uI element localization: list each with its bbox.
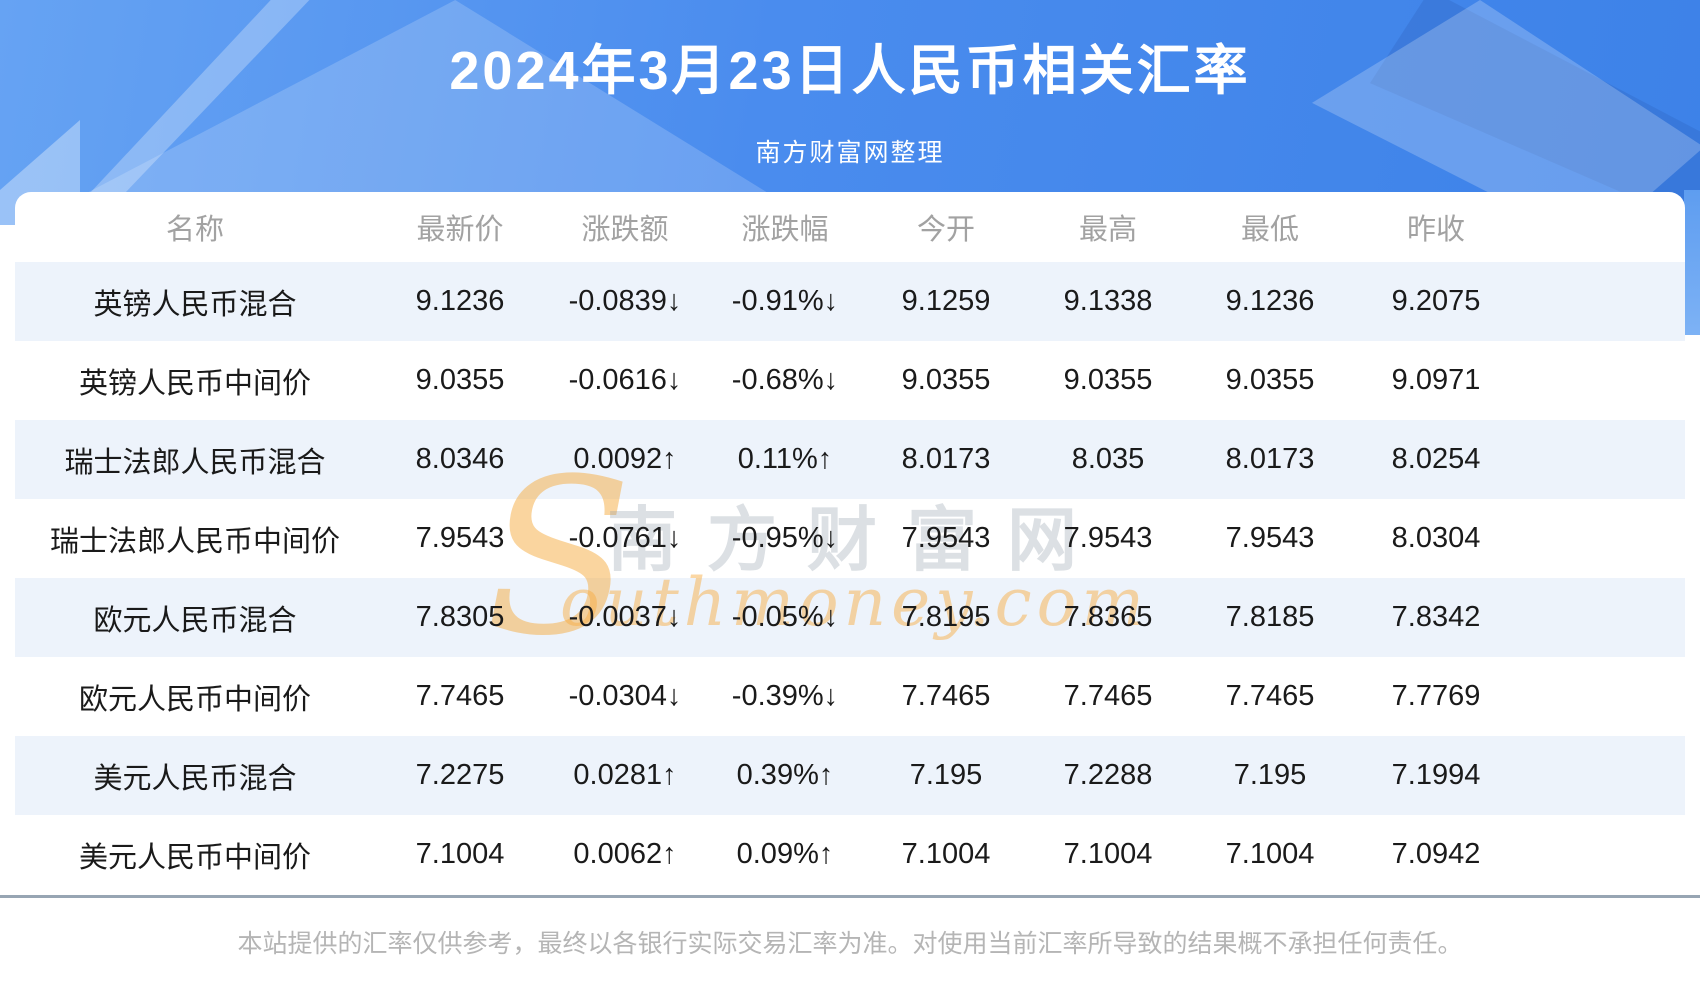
value-cell: 0.0281↑ <box>573 759 677 791</box>
table-row: 英镑人民币中间价 9.0355 -0.0616↓ -0.68%↓ 9.0355 9.035… <box>15 341 1685 420</box>
value-cell: 7.7465 <box>1225 680 1315 712</box>
value-cell: -0.91%↓ <box>731 285 839 317</box>
currency-name: 瑞士法郎人民币混合 <box>64 446 326 479</box>
value-cell: 8.0254 <box>1391 443 1481 475</box>
footer-divider <box>0 895 1700 898</box>
table-row: 欧元人民币中间价 7.7465 -0.0304↓ -0.39%↓ 7.7465 7.746… <box>15 657 1685 736</box>
value-cell: 9.0971 <box>1391 364 1481 396</box>
table-row: 瑞士法郎人民币混合 8.0346 0.0092↑ 0.11%↑ 8.0173 8.035 8… <box>15 420 1685 499</box>
value-cell: -0.39%↓ <box>731 680 839 712</box>
value-cell: 7.2275 <box>415 759 505 791</box>
column-header-7: 昨收 <box>1406 214 1465 246</box>
value-cell: 7.9543 <box>1063 522 1153 554</box>
column-header-1: 最新价 <box>416 214 504 246</box>
value-cell: 9.1236 <box>415 285 505 317</box>
value-cell: 7.1994 <box>1391 759 1481 791</box>
rates-table-card: S 南方财富网 outhmoney.com 名称 最新价 涨跌额 涨跌幅 今开 最高 最低昨… <box>15 192 1685 895</box>
value-cell: 0.39%↑ <box>736 759 834 791</box>
value-cell: 7.9543 <box>901 522 991 554</box>
value-cell: 7.1004 <box>1225 838 1315 870</box>
value-cell: 7.195 <box>1233 759 1307 791</box>
value-cell: 7.8342 <box>1391 601 1481 633</box>
value-cell: 0.0062↑ <box>573 838 677 870</box>
table-row: 瑞士法郎人民币中间价 7.9543 -0.0761↓ -0.95%↓ 7.9543 7.9… <box>15 499 1685 578</box>
currency-name: 美元人民币中间价 <box>78 841 311 874</box>
value-cell: 9.2075 <box>1391 285 1481 317</box>
value-cell: 8.0304 <box>1391 522 1481 554</box>
value-cell: 0.11%↑ <box>737 443 833 475</box>
currency-name: 英镑人民币混合 <box>93 288 297 321</box>
value-cell: 7.9543 <box>1225 522 1315 554</box>
value-cell: 7.1004 <box>901 838 991 870</box>
column-header-6: 最低 <box>1240 214 1299 246</box>
currency-name: 欧元人民币中间价 <box>78 683 311 716</box>
value-cell: -0.0304↓ <box>568 680 682 712</box>
column-header-2: 涨跌额 <box>581 214 669 246</box>
value-cell: 0.09%↑ <box>736 838 834 870</box>
currency-name: 瑞士法郎人民币中间价 <box>49 525 340 558</box>
currency-name: 欧元人民币混合 <box>93 604 297 637</box>
value-cell: 9.1236 <box>1225 285 1315 317</box>
value-cell: 7.7465 <box>901 680 991 712</box>
value-cell: 7.9543 <box>415 522 505 554</box>
value-cell: 7.1004 <box>415 838 505 870</box>
value-cell: 9.0355 <box>1225 364 1315 396</box>
table-row: 美元人民币混合 7.2275 0.0281↑ 0.39%↑ 7.195 7.2288 7.1… <box>15 736 1685 815</box>
value-cell: 0.0092↑ <box>573 443 677 475</box>
disclaimer-text: 本站提供的汇率仅供参考，最终以各银行实际交易汇率为准。对使用当前汇率所导致的结果… <box>237 930 1463 958</box>
currency-name: 英镑人民币中间价 <box>78 367 311 400</box>
column-header-3: 涨跌幅 <box>741 214 829 246</box>
table-row: 美元人民币中间价 7.1004 0.0062↑ 0.09%↑ 7.1004 7.1004 7… <box>15 815 1685 894</box>
value-cell: 8.035 <box>1071 443 1145 475</box>
table-row: 欧元人民币混合 7.8305 -0.0037↓ -0.05%↓ 7.8195 7.8365… <box>15 578 1685 657</box>
table-row: 英镑人民币混合 9.1236 -0.0839↓ -0.91%↓ 9.1259 9.1338… <box>15 262 1685 341</box>
value-cell: 7.0942 <box>1391 838 1481 870</box>
value-cell: 7.2288 <box>1063 759 1153 791</box>
value-cell: -0.05%↓ <box>731 601 839 633</box>
value-cell: -0.68%↓ <box>731 364 839 396</box>
value-cell: -0.95%↓ <box>731 522 839 554</box>
page-subtitle: 南方财富网整理 <box>755 139 945 167</box>
value-cell: 9.0355 <box>901 364 991 396</box>
value-cell: 7.7769 <box>1391 680 1481 712</box>
table-header-row: 名称 最新价 涨跌额 涨跌幅 今开 最高 最低 昨收 <box>15 192 1685 262</box>
value-cell: 8.0173 <box>901 443 991 475</box>
value-cell: 7.1004 <box>1063 838 1153 870</box>
value-cell: -0.0839↓ <box>568 285 682 317</box>
column-header-0: 名称 <box>165 214 224 246</box>
value-cell: 8.0346 <box>415 443 505 475</box>
row-stripes <box>15 262 1685 894</box>
value-cell: 7.7465 <box>1063 680 1153 712</box>
column-header-4: 今开 <box>916 214 975 246</box>
hero-banner: 2024年3月23日人民币相关汇率 南方财富网整理 <box>0 0 1700 225</box>
value-cell: 7.195 <box>909 759 983 791</box>
value-cell: -0.0761↓ <box>568 522 682 554</box>
value-cell: -0.0037↓ <box>568 601 682 633</box>
page-title: 2024年3月23日人民币相关汇率 <box>449 41 1251 101</box>
value-cell: 9.1338 <box>1063 285 1153 317</box>
value-cell: 7.8365 <box>1063 601 1153 633</box>
value-cell: 7.8195 <box>901 601 991 633</box>
value-cell: 9.0355 <box>415 364 505 396</box>
currency-name: 美元人民币混合 <box>93 762 297 795</box>
value-cell: 7.7465 <box>415 680 505 712</box>
hero-pillar-right <box>1684 190 1700 335</box>
value-cell: 9.1259 <box>901 285 991 317</box>
value-cell: 8.0173 <box>1225 443 1315 475</box>
rates-table: 名称 最新价 涨跌额 涨跌幅 今开 最高 最低 昨收 英镑人民币混合 9.1236 -0.0839… <box>15 192 1685 894</box>
value-cell: 7.8185 <box>1225 601 1315 633</box>
value-cell: -0.0616↓ <box>568 364 682 396</box>
value-cell: 9.0355 <box>1063 364 1153 396</box>
value-cell: 7.8305 <box>415 601 505 633</box>
column-header-5: 最高 <box>1078 214 1137 246</box>
